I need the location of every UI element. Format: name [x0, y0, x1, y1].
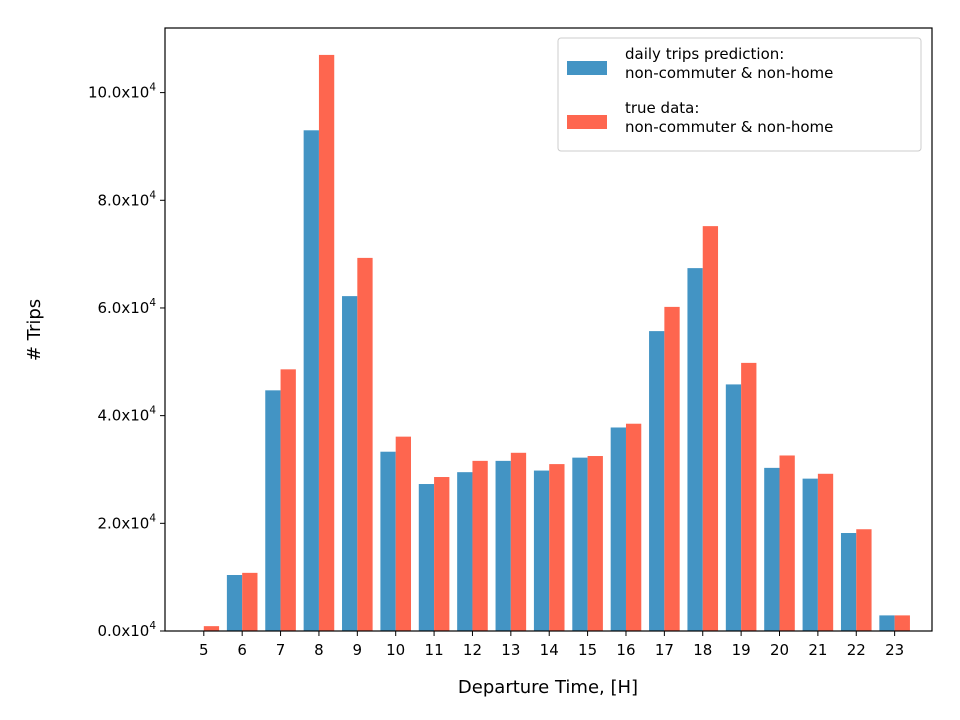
bar-prediction-23 — [879, 615, 895, 631]
bar-true-data-5 — [203, 626, 220, 631]
x-tick-label-14: 14 — [540, 641, 559, 659]
bar-true-data-13 — [510, 452, 527, 631]
bar-true-data-9 — [357, 257, 373, 631]
x-tick-label-21: 21 — [808, 641, 827, 659]
x-tick-label-19: 19 — [732, 641, 751, 659]
bar-prediction-13 — [495, 460, 511, 631]
bar-true-data-8 — [318, 54, 335, 632]
bar-prediction-9 — [342, 296, 358, 631]
bar-true-data-23 — [894, 615, 910, 631]
legend: daily trips prediction: non-commuter & no… — [557, 37, 922, 152]
bar-prediction-17 — [649, 331, 665, 631]
bars-layer — [203, 54, 910, 632]
x-tick-label-11: 11 — [425, 641, 444, 659]
bar-prediction-21 — [802, 478, 818, 631]
x-tick-label-6: 6 — [237, 641, 247, 659]
x-tick-label-8: 8 — [314, 641, 324, 659]
bar-true-data-7 — [280, 369, 296, 631]
bar-true-data-19 — [741, 362, 757, 631]
bar-true-data-12 — [472, 460, 488, 631]
x-tick-label-5: 5 — [199, 641, 209, 659]
bar-prediction-8 — [303, 130, 319, 631]
bar-prediction-11 — [418, 484, 435, 631]
bar-prediction-7 — [265, 390, 281, 631]
bar-true-data-14 — [549, 464, 565, 631]
x-tick-label-9: 9 — [353, 641, 363, 659]
bar-prediction-20 — [764, 467, 780, 631]
y-tick-label: 2.0x104 — [97, 512, 156, 532]
legend-label-true-data: true data: non-commuter & non-home — [625, 99, 833, 136]
bar-true-data-16 — [625, 423, 642, 631]
legend-label-prediction: daily trips prediction: non-commuter & no… — [625, 45, 833, 82]
bar-prediction-12 — [457, 472, 473, 631]
y-tick-label: 0.0x104 — [97, 620, 156, 640]
plot-frame — [164, 27, 933, 632]
legend-swatch-prediction — [567, 61, 607, 75]
y-axis-title: # Trips — [24, 299, 45, 361]
bar-prediction-16 — [610, 427, 626, 631]
bar-prediction-6 — [226, 575, 243, 631]
x-axis-title: Departure Time, [H] — [458, 677, 638, 698]
x-tick-label-23: 23 — [885, 641, 904, 659]
x-tick-label-13: 13 — [501, 641, 520, 659]
x-tick-label-10: 10 — [386, 641, 405, 659]
y-axis: 0.0x104 2.0x104 4.0x104 6.0x104 8.0x104 10.0x… — [88, 82, 165, 640]
bar-prediction-19 — [725, 384, 742, 631]
y-tick-label: 4.0x104 — [97, 405, 156, 425]
x-tick-label-22: 22 — [847, 641, 866, 659]
legend-swatch-true-data — [567, 115, 607, 129]
bar-prediction-18 — [687, 268, 703, 631]
y-tick-label: 10.0x104 — [88, 82, 156, 102]
bar-true-data-15 — [587, 456, 603, 631]
bar-true-data-21 — [817, 473, 834, 631]
legend-frame — [557, 37, 922, 152]
x-tick-label-7: 7 — [276, 641, 286, 659]
y-tick-label: 8.0x104 — [97, 189, 156, 209]
bar-prediction-14 — [533, 470, 550, 631]
x-tick-label-16: 16 — [616, 641, 635, 659]
bar-prediction-10 — [380, 451, 396, 631]
bar-true-data-11 — [434, 477, 450, 631]
bar-true-data-10 — [395, 436, 411, 631]
y-tick-label: 6.0x104 — [97, 297, 156, 317]
bar-prediction-15 — [572, 457, 588, 631]
bar-true-data-18 — [702, 226, 719, 631]
bar-true-data-17 — [664, 306, 680, 631]
bar-true-data-22 — [856, 529, 872, 631]
x-tick-label-20: 20 — [770, 641, 789, 659]
x-tick-label-18: 18 — [693, 641, 712, 659]
bar-true-data-20 — [779, 455, 795, 631]
x-axis: 5 6 7 8 9 10 11 12 13 14 15 16 17 18 19 20 21 22 23 — [199, 631, 904, 659]
bar-true-data-6 — [242, 572, 258, 631]
x-tick-label-17: 17 — [655, 641, 674, 659]
x-tick-label-15: 15 — [578, 641, 597, 659]
x-tick-label-12: 12 — [463, 641, 482, 659]
bar-prediction-22 — [840, 533, 857, 631]
